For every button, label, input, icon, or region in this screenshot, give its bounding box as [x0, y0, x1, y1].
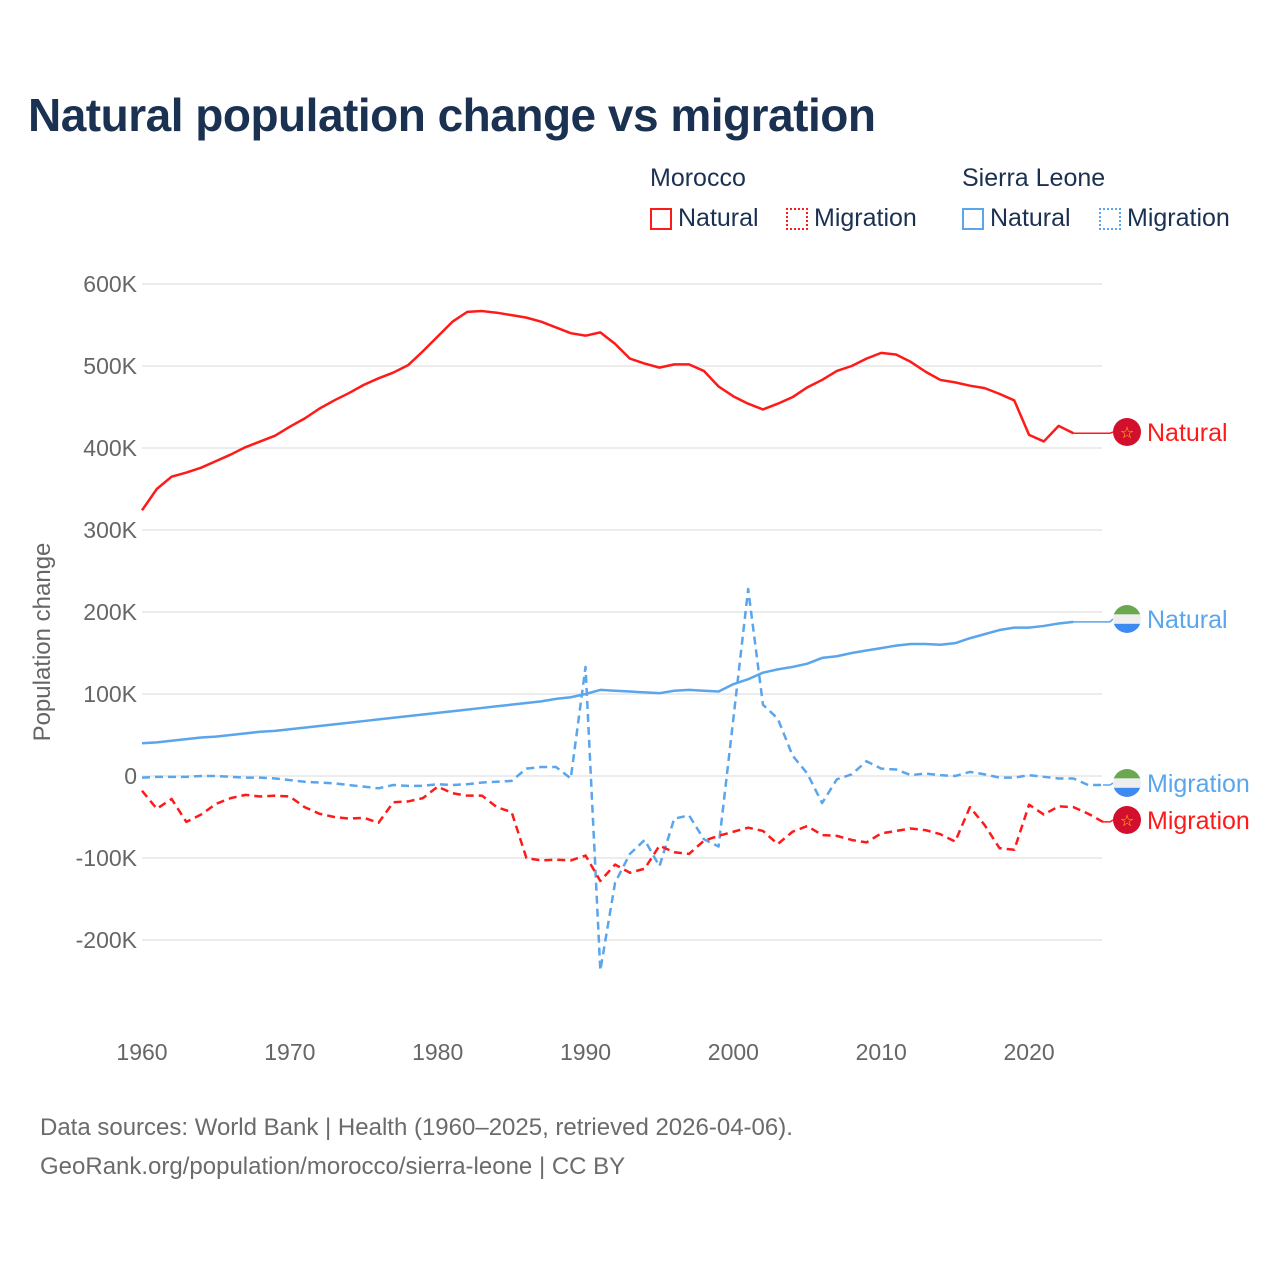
sierra-leone-natural-line: [141, 620, 1074, 745]
data-sources: Data sources: World Bank | Health (1960–…: [40, 1114, 793, 1141]
x-tick-label: 1990: [560, 1039, 611, 1065]
sierra-leone-flag-icon: [1113, 769, 1141, 797]
y-axis-label: Population change: [29, 543, 56, 742]
y-tick-label: 200K: [83, 599, 137, 625]
sierra-leone-migration-end-label: Migration: [1147, 770, 1250, 798]
morocco-migration-line: [141, 785, 1104, 883]
y-tick-label: -100K: [76, 845, 138, 871]
sierra-leone-natural-connector: [1073, 618, 1114, 623]
sierra-leone-migration-line: [141, 587, 1103, 972]
flag-green: [1113, 769, 1141, 779]
flag-stripes: [1113, 605, 1141, 633]
morocco-migration-end-label: Migration: [1147, 807, 1250, 835]
flag-green: [1113, 605, 1141, 615]
flag-circle: [1113, 806, 1141, 834]
flag-white: [1113, 614, 1141, 624]
legend-group-morocco: Morocco: [650, 164, 746, 192]
flag-blue: [1113, 787, 1141, 797]
legend-group-sierra-leone: Sierra Leone: [962, 164, 1106, 192]
x-tick-label: 1980: [412, 1039, 463, 1065]
flag-blue: [1113, 623, 1141, 633]
solid-swatch-icon: [650, 207, 672, 230]
footer: Data sources: World Bank | Health (1960–…: [40, 1108, 793, 1186]
source-link[interactable]: GeoRank.org/population/morocco/sierra-le…: [40, 1153, 626, 1180]
x-tick-label: 2010: [856, 1039, 907, 1065]
sierra-leone-flag-icon: [1113, 605, 1141, 633]
y-tick-label: 500K: [83, 353, 137, 379]
dotted-swatch-icon: [1099, 207, 1121, 230]
y-tick-label: 0: [124, 763, 137, 789]
star-icon: ☆: [1120, 813, 1134, 830]
legend-sierra-leone-migration[interactable]: Migration: [1099, 204, 1230, 233]
legend-label: Natural: [678, 204, 759, 232]
morocco-natural-connector: [1073, 431, 1114, 434]
morocco-natural-end-label: Natural: [1147, 419, 1228, 447]
y-tick-label: 400K: [83, 435, 137, 461]
morocco-migration-connector: [1103, 819, 1114, 823]
solid-swatch-icon: [962, 207, 984, 230]
x-tick-label: 2020: [1003, 1039, 1054, 1065]
y-tick-label: 100K: [83, 681, 137, 707]
y-tick-label: -200K: [76, 927, 138, 953]
sierra-leone-natural-end-label: Natural: [1147, 606, 1228, 634]
star-icon: ☆: [1120, 425, 1134, 442]
legend-sierra-leone-natural[interactable]: Natural: [962, 204, 1071, 233]
dotted-swatch-icon: [786, 207, 808, 230]
flag-stripes: [1113, 769, 1141, 797]
legend-morocco-migration[interactable]: Migration: [786, 204, 917, 233]
morocco-flag-icon: ☆: [1113, 418, 1141, 446]
flag-white: [1113, 778, 1141, 788]
morocco-natural-line: [140, 309, 1074, 512]
y-tick-label: 600K: [83, 271, 137, 297]
morocco-flag-icon: ☆: [1113, 806, 1141, 834]
flag-circle: [1113, 418, 1141, 446]
y-tick-label: 300K: [83, 517, 137, 543]
x-tick-label: 2000: [708, 1039, 759, 1065]
sierra-leone-migration-connector: [1103, 782, 1114, 786]
chart-title: Natural population change vs migration: [28, 89, 876, 141]
legend-label: Migration: [1127, 204, 1230, 232]
legend-label: Migration: [814, 204, 917, 232]
x-tick-label: 1970: [264, 1039, 315, 1065]
legend-label: Natural: [990, 204, 1071, 232]
legend-morocco-natural[interactable]: Natural: [650, 204, 759, 233]
x-tick-label: 1960: [116, 1039, 167, 1065]
